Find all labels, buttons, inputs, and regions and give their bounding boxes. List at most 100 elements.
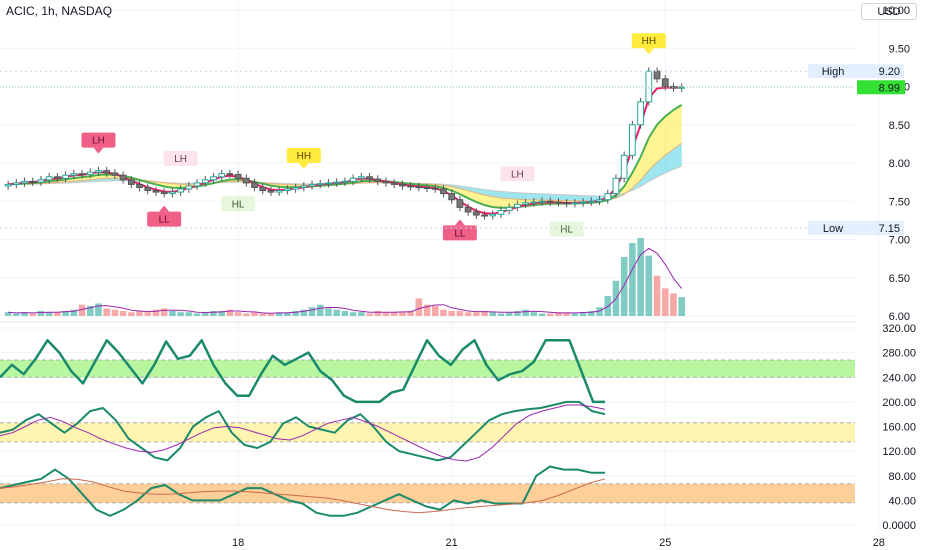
price-axis-label: 6.00 bbox=[889, 311, 910, 323]
candle-body bbox=[29, 180, 37, 183]
candle-body bbox=[341, 180, 349, 183]
chart-title: ACIC, 1h, NASDAQ bbox=[6, 4, 113, 18]
volume-bar bbox=[267, 313, 275, 316]
candle-body bbox=[464, 206, 472, 213]
candle-body bbox=[144, 186, 152, 192]
volume-bar bbox=[62, 310, 69, 316]
volume-bar bbox=[497, 313, 505, 316]
volume-bar bbox=[645, 255, 653, 316]
candle-body bbox=[579, 201, 587, 204]
candle-body bbox=[472, 211, 480, 216]
candle-body bbox=[12, 182, 20, 185]
volume-bar bbox=[464, 312, 472, 316]
volume-bar bbox=[546, 313, 554, 316]
volume-bar bbox=[218, 310, 225, 316]
osc-axis-label: 0.0000 bbox=[882, 520, 916, 532]
x-tick-label: 25 bbox=[659, 537, 671, 549]
candle-body bbox=[37, 179, 45, 183]
volume-bar bbox=[259, 313, 267, 316]
candle-body bbox=[637, 101, 644, 126]
candle-body bbox=[415, 186, 423, 189]
volume-bar bbox=[243, 313, 250, 316]
volume-bar bbox=[177, 312, 184, 316]
candle-body bbox=[596, 199, 603, 202]
candle-body bbox=[193, 182, 201, 187]
x-tick-label: 28 bbox=[873, 537, 885, 549]
volume-bar bbox=[4, 312, 12, 316]
osc-axis-label: 320.00 bbox=[882, 323, 916, 335]
candle-body bbox=[275, 190, 283, 193]
candle-body bbox=[349, 177, 357, 182]
volume-bar bbox=[366, 313, 373, 316]
candle-body bbox=[259, 186, 267, 192]
volume-bar bbox=[136, 310, 143, 316]
pattern-label-box bbox=[631, 33, 666, 49]
candle-body bbox=[308, 183, 316, 187]
candle-body bbox=[284, 188, 291, 192]
volume-bar bbox=[21, 312, 28, 316]
volume-bar bbox=[620, 256, 628, 316]
candle-body bbox=[538, 200, 546, 203]
candle-body bbox=[382, 180, 390, 184]
osc-axis-label: 280.00 bbox=[882, 348, 916, 360]
candle-body bbox=[481, 214, 488, 217]
volume-bar bbox=[637, 238, 644, 316]
volume-bar bbox=[54, 312, 61, 316]
candle-body bbox=[54, 176, 61, 179]
candle-body bbox=[70, 173, 78, 176]
price-axis-label: 8.00 bbox=[889, 158, 910, 170]
candle-body bbox=[251, 182, 258, 188]
pattern-label-pointer bbox=[454, 219, 465, 226]
candle-body bbox=[555, 201, 562, 204]
candle-body bbox=[218, 173, 226, 178]
candle-body bbox=[45, 176, 53, 181]
volume-bar bbox=[588, 310, 595, 316]
volume-bar bbox=[423, 304, 431, 316]
volume-bar bbox=[128, 312, 135, 316]
volume-bar bbox=[70, 309, 78, 316]
pattern-label-pointer bbox=[298, 162, 309, 169]
volume-bar bbox=[292, 310, 299, 316]
volume-bar bbox=[382, 312, 390, 316]
oscillator-series-line bbox=[0, 465, 605, 517]
volume-bar bbox=[514, 310, 521, 316]
volume-bar bbox=[670, 293, 677, 316]
volume-bar bbox=[119, 310, 127, 316]
volume-bar bbox=[399, 312, 406, 316]
candle-body bbox=[103, 170, 111, 174]
candle-body bbox=[127, 179, 135, 185]
high-label-bg bbox=[808, 64, 904, 79]
pattern-label-text: HH bbox=[642, 36, 656, 47]
volume-bar bbox=[349, 312, 357, 316]
candle-body bbox=[571, 202, 579, 205]
candle-body bbox=[169, 191, 176, 195]
candle-body bbox=[431, 187, 439, 190]
high-value: 9.20 bbox=[879, 66, 900, 78]
pattern-label-box bbox=[442, 225, 477, 241]
low-value: 7.15 bbox=[879, 223, 900, 235]
pattern-label-text: LL bbox=[454, 228, 466, 239]
volume-bar bbox=[563, 312, 570, 316]
candle-body bbox=[653, 70, 661, 80]
candle-body bbox=[489, 213, 497, 217]
candle-body bbox=[407, 185, 414, 188]
candle-body bbox=[357, 176, 365, 179]
candle-body bbox=[292, 186, 299, 190]
candle-body bbox=[177, 188, 184, 193]
pattern-label-text: HL bbox=[560, 225, 573, 236]
pattern-label-pointer bbox=[159, 205, 170, 212]
volume-bar bbox=[308, 307, 316, 316]
volume-bar bbox=[210, 310, 217, 316]
volume-bar bbox=[152, 309, 160, 316]
last-price-bg bbox=[857, 80, 905, 95]
currency-selector[interactable]: USD bbox=[861, 3, 917, 20]
volume-bar bbox=[440, 309, 447, 316]
pattern-label-box bbox=[163, 151, 198, 167]
last-price-value: 8.99 bbox=[879, 82, 900, 94]
price-axis-label: 8.50 bbox=[889, 120, 910, 132]
candle-body bbox=[234, 173, 242, 179]
ema-fast-line bbox=[8, 86, 682, 215]
candle-body bbox=[325, 182, 332, 185]
candle-body bbox=[546, 200, 554, 203]
